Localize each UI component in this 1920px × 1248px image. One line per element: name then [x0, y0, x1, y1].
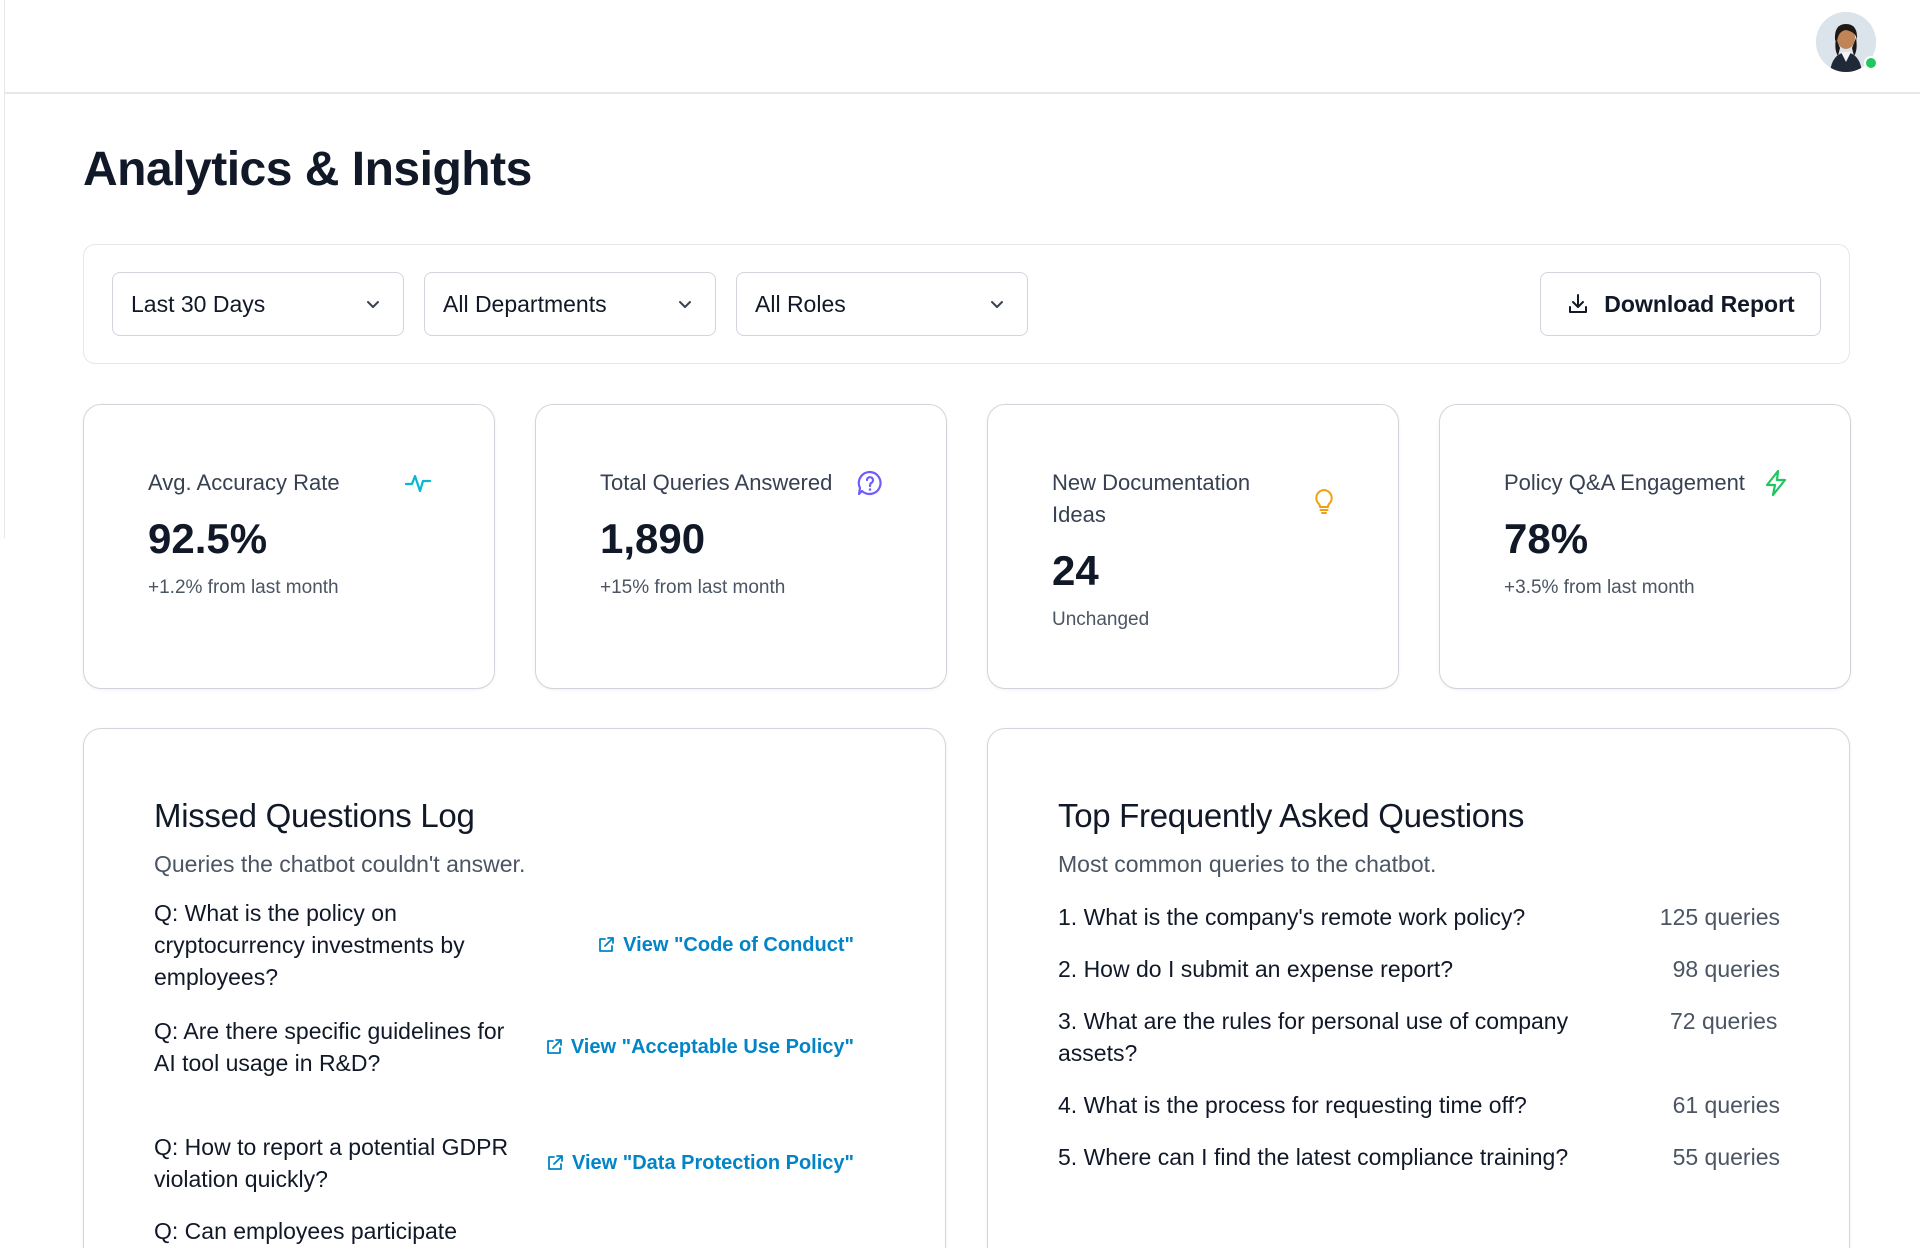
faq-count: 72 queries: [1670, 1008, 1778, 1034]
download-report-button[interactable]: Download Report: [1540, 272, 1821, 336]
list-item: 4. What is the process for requesting ti…: [1058, 1089, 1780, 1121]
faq-count: 55 queries: [1672, 1144, 1780, 1170]
missed-questions-panel: Missed Questions Log Queries the chatbot…: [83, 728, 946, 1248]
sidebar-edge: [4, 0, 5, 538]
faq-question: 2. How do I submit an expense report?: [1058, 956, 1454, 982]
stat-value: 1,890: [600, 515, 706, 562]
list-item: Q: What is the policy on cryptocurrency …: [154, 897, 854, 993]
faq-question: 1. What is the company's remote work pol…: [1058, 904, 1526, 930]
missed-question-text: Q: Are there specific guidelines for AI …: [154, 1018, 505, 1076]
external-link-icon: [546, 1039, 562, 1054]
lightbulb-icon: [1315, 489, 1333, 514]
download-icon: [1569, 294, 1588, 313]
stat-card-policy-engagement: Policy Q&A Engagement 78% +3.5% from las…: [1439, 404, 1851, 689]
chevron-down-icon: [679, 301, 691, 308]
view-policy-link-label: View "Data Protection Policy": [571, 1151, 854, 1174]
stat-value: 78%: [1504, 515, 1589, 562]
department-select-value: All Departments: [443, 290, 607, 317]
view-policy-link[interactable]: View "Data Protection Policy": [546, 1152, 854, 1175]
stat-label: Avg. Accuracy Rate: [148, 470, 340, 495]
stat-value: 92.5%: [148, 515, 268, 562]
period-select[interactable]: Last 30 Days: [112, 272, 404, 336]
list-item: 1. What is the company's remote work pol…: [1058, 901, 1780, 933]
list-item: 3. What are the rules for personal use o…: [1058, 1005, 1780, 1069]
role-select[interactable]: All Roles: [736, 272, 1028, 336]
faq-question: 5. Where can I find the latest complianc…: [1058, 1144, 1569, 1170]
stat-delta: +15% from last month: [600, 577, 786, 598]
missed-question-text: Q: Can employees participate: [154, 1218, 457, 1244]
download-report-label: Download Report: [1604, 290, 1795, 317]
missed-question-text: Q: How to report a potential GDPR violat…: [154, 1134, 509, 1192]
list-item: Q: Are there specific guidelines for AI …: [154, 1015, 854, 1079]
online-status-dot: [1864, 56, 1878, 70]
period-select-value: Last 30 Days: [131, 290, 266, 317]
list-item: Q: How to report a potential GDPR violat…: [154, 1131, 854, 1195]
chevron-down-icon: [991, 301, 1003, 308]
external-link-icon: [599, 937, 615, 952]
view-policy-link-label: View "Acceptable Use Policy": [570, 1035, 854, 1058]
stat-card-accuracy: Avg. Accuracy Rate 92.5% +1.2% from last…: [83, 404, 495, 689]
stat-label: New Documentation Ideas: [1052, 470, 1251, 527]
page-title: Analytics & Insights: [83, 143, 532, 196]
faq-count: 61 queries: [1672, 1092, 1780, 1118]
stat-label: Total Queries Answered: [600, 470, 833, 495]
stat-delta: +3.5% from last month: [1504, 577, 1695, 598]
list-item: 5. Where can I find the latest complianc…: [1058, 1141, 1780, 1173]
role-select-value: All Roles: [755, 290, 846, 317]
faq-count: 125 queries: [1659, 904, 1780, 930]
faq-count: 98 queries: [1672, 956, 1780, 982]
stat-label: Policy Q&A Engagement: [1504, 470, 1745, 495]
faq-question: 3. What are the rules for personal use o…: [1058, 1008, 1569, 1066]
external-link-icon: [548, 1155, 563, 1170]
activity-icon: [404, 474, 432, 493]
top-bar: [5, 0, 1920, 94]
top-faq-title: Top Frequently Asked Questions: [1058, 797, 1525, 834]
faq-question: 4. What is the process for requesting ti…: [1058, 1092, 1527, 1118]
stat-delta: +1.2% from last month: [148, 577, 339, 598]
stat-card-documentation-ideas: New Documentation Ideas 24 Unchanged: [987, 404, 1399, 689]
filter-bar: Last 30 Days All Departments All Roles D…: [83, 244, 1850, 364]
view-policy-link[interactable]: View "Code of Conduct": [597, 934, 854, 957]
list-item: 2. How do I submit an expense report? 98…: [1058, 953, 1780, 985]
list-item: Q: Can employees participate: [154, 1215, 854, 1247]
view-policy-link-label: View "Code of Conduct": [623, 933, 854, 956]
stat-delta: Unchanged: [1052, 609, 1150, 630]
lightning-icon: [1765, 469, 1787, 497]
top-faq-panel: Top Frequently Asked Questions Most comm…: [987, 728, 1850, 1248]
department-select[interactable]: All Departments: [424, 272, 716, 336]
stat-value: 24: [1052, 547, 1099, 594]
missed-questions-title: Missed Questions Log: [154, 797, 475, 834]
missed-questions-subtitle: Queries the chatbot couldn't answer.: [154, 851, 526, 877]
stat-card-total-queries: Total Queries Answered 1,890 +15% from l…: [535, 404, 947, 689]
chevron-down-icon: [367, 301, 379, 308]
chat-question-icon: [857, 470, 882, 496]
top-faq-subtitle: Most common queries to the chatbot.: [1058, 851, 1437, 877]
view-policy-link[interactable]: View "Acceptable Use Policy": [545, 1036, 854, 1059]
missed-question-text: Q: What is the policy on cryptocurrency …: [154, 900, 465, 990]
